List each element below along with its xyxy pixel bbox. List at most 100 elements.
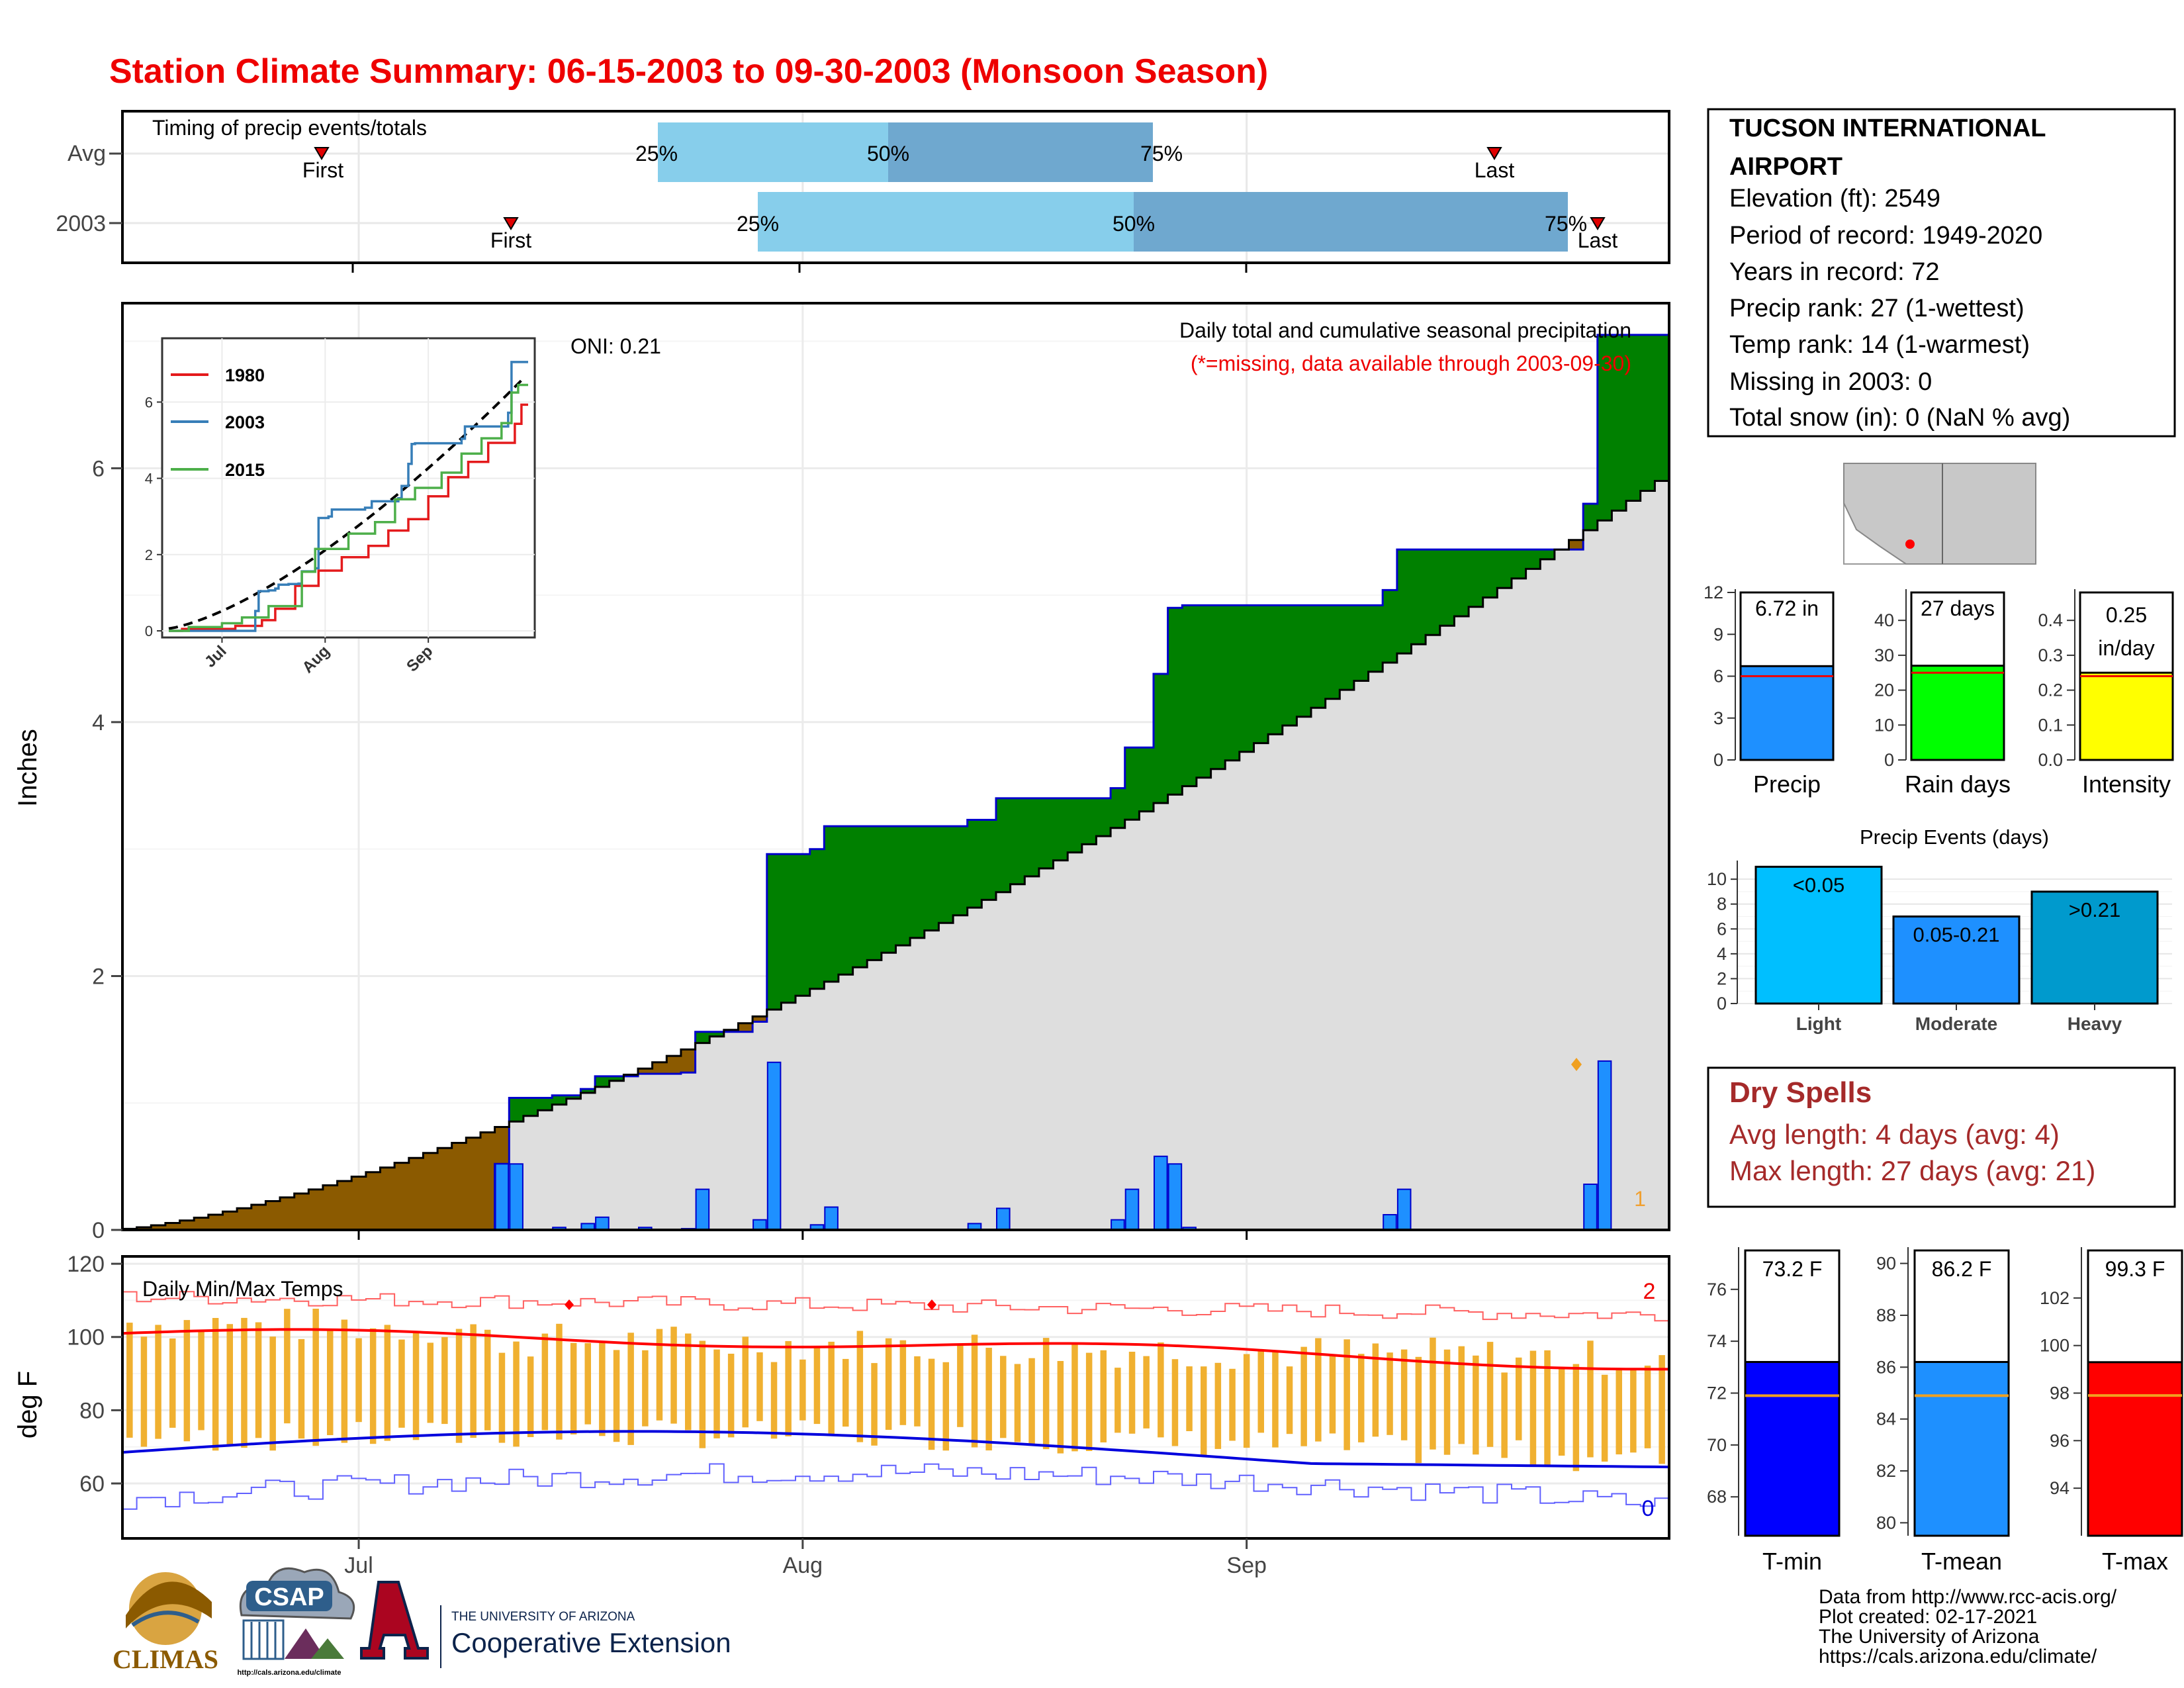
daily-temp-bar [1329,1354,1336,1434]
daily-temp-bar [1516,1357,1522,1440]
dry-spells-avg: Avg length: 4 days (avg: 4) [1729,1119,2060,1150]
mini-bar-value [2079,671,2174,761]
daily-temp-bar [656,1329,663,1421]
daily-precip-bar [1396,1188,1412,1231]
timing-row-label-year: 2003 [56,211,106,236]
daily-temp-bar [183,1320,191,1442]
mini-bar-label: Rain days [1905,771,2011,798]
station-info-frame [1707,108,2176,438]
daily-temp-bar [1300,1346,1307,1446]
daily-temp-bar [398,1339,405,1428]
precip-ytick-label: 6 [92,456,105,481]
daily-temp-bar [670,1327,677,1424]
mini-bar-value-label: 6.72 in [1755,596,1819,620]
daily-temp-bar [355,1338,362,1423]
temp-summary-value: 73.2 F [1762,1257,1823,1281]
climas-logo-text: CLIMAS [113,1644,218,1674]
timing-row-label-avg: Avg [68,141,106,166]
daily-temp-bar [1186,1366,1193,1431]
footer-line-3: The University of Arizona [1819,1626,2040,1648]
events-bar-value: <0.05 [1793,873,1844,896]
avg-quartile-50-75-bar [888,122,1153,182]
daily-temp-bar [241,1317,248,1448]
temp-summary-ytick-label: 72 [1707,1383,1727,1403]
mini-bar-value [1910,665,2005,761]
year-quartile-50-75-bar [1134,192,1568,252]
daily-temp-bar [1415,1356,1422,1464]
mini-ytick-label: 30 [1874,645,1894,665]
daily-temp-bar [957,1345,964,1427]
precip-events-chart: Precip Events (days) 0 2 4 6 8 10 <0.05 Light 0.… [1707,825,2172,1034]
temp-summary-ytick-label: 70 [1707,1435,1727,1455]
daily-temp-bar [1042,1338,1050,1450]
daily-temp-bar [1458,1346,1465,1444]
station-years: Years in record: 72 [1729,258,1940,286]
daily-temp-bar [813,1346,821,1425]
temp-summary-label: T-mean [1921,1548,2002,1575]
daily-temp-bar [284,1309,291,1424]
station-elevation: Elevation (ft): 2549 [1729,185,1940,212]
daily-temp-bar [570,1342,577,1434]
daily-temp-bar [484,1329,491,1430]
avg-p75-label: 75% [1140,142,1183,165]
events-bar-value: >0.21 [2069,898,2120,921]
events-bar-value: 0.05-0.21 [1913,923,2000,947]
daily-temp-bar [155,1325,161,1439]
season-totals-bars: 0 3 6 9 12 6.72 in Precip 0 10 20 30 40 27 days Rain … [1704,583,2174,798]
daily-temp-bar [369,1328,377,1444]
mini-ytick-label: 20 [1874,680,1894,700]
avg-first-label: First [302,158,343,182]
daily-temp-bar [541,1333,549,1430]
daily-temp-bar [1486,1342,1494,1447]
daily-temp-bar [455,1329,463,1443]
temp-xtick-label: Jul [344,1553,373,1578]
csap-logo: CSAP http://cals.arizona.edu/climate [237,1567,355,1677]
page-title: Station Climate Summary: 06-15-2003 to 0… [109,52,1268,91]
avg-p50-label: 50% [867,142,909,165]
mini-ytick-label: 0.1 [2038,715,2063,735]
daily-temp-bar [584,1343,591,1425]
footer-line-4: https://cals.arizona.edu/climate/ [1819,1646,2097,1667]
mini-ytick-label: 0 [1884,750,1894,770]
precip-ylabel: Inches [13,729,42,807]
daily-temp-bar [928,1358,935,1450]
inset-2015-line [169,383,528,632]
daily-temp-bar [642,1350,649,1427]
mini-bar-value [1739,665,1835,761]
average-cumulative-line [122,480,1669,1230]
temp-summary-ytick-label: 98 [2050,1383,2070,1403]
precip-panel-title: Daily total and cumulative seasonal prec… [1179,318,1631,342]
daily-temp-bar [856,1331,864,1442]
temp-panel-frame [121,1255,1670,1540]
daily-temp-bar [1501,1372,1508,1458]
daily-temp-bar [126,1323,133,1438]
footer-credits: Data from http://www.rcc-acis.org/ Plot … [1819,1586,2117,1667]
temp-summary-label: T-min [1762,1548,1822,1575]
inset-ytick-label: 6 [145,394,153,410]
daily-temp-bar [1544,1350,1551,1466]
precip-ytick-label: 4 [92,710,105,735]
daily-temp-bar [1430,1337,1436,1450]
daily-temp-bar [828,1341,835,1436]
temp-min-count: 0 [1642,1496,1655,1521]
daily-temp-bar [1358,1354,1365,1442]
tmin-record-line [122,1463,1669,1510]
record-high-marker-1 [565,1299,574,1310]
timing-panel-title: Timing of precip events/totals [152,116,427,140]
footer-line-2: Plot created: 02-17-2021 [1819,1606,2037,1628]
temp-summary-ytick-label: 84 [1876,1409,1896,1429]
daily-temp-bar [1659,1355,1665,1464]
daily-temp-bar [269,1336,276,1451]
mini-ytick-label: 0 [1713,750,1723,770]
daily-temp-bar [556,1323,563,1440]
precip-count-label: 1 [1634,1187,1646,1211]
daily-temp-bar [255,1322,262,1438]
events-bar-label: Light [1796,1013,1841,1034]
daily-temp-bar [140,1336,148,1447]
daily-temp-bar [685,1333,692,1430]
daily-temp-bar [1028,1358,1035,1444]
daily-temp-bar [198,1331,205,1430]
events-ytick-label: 8 [1717,894,1727,914]
events-bar-label: Heavy [2068,1013,2122,1034]
daily-temp-bar [1343,1339,1350,1450]
